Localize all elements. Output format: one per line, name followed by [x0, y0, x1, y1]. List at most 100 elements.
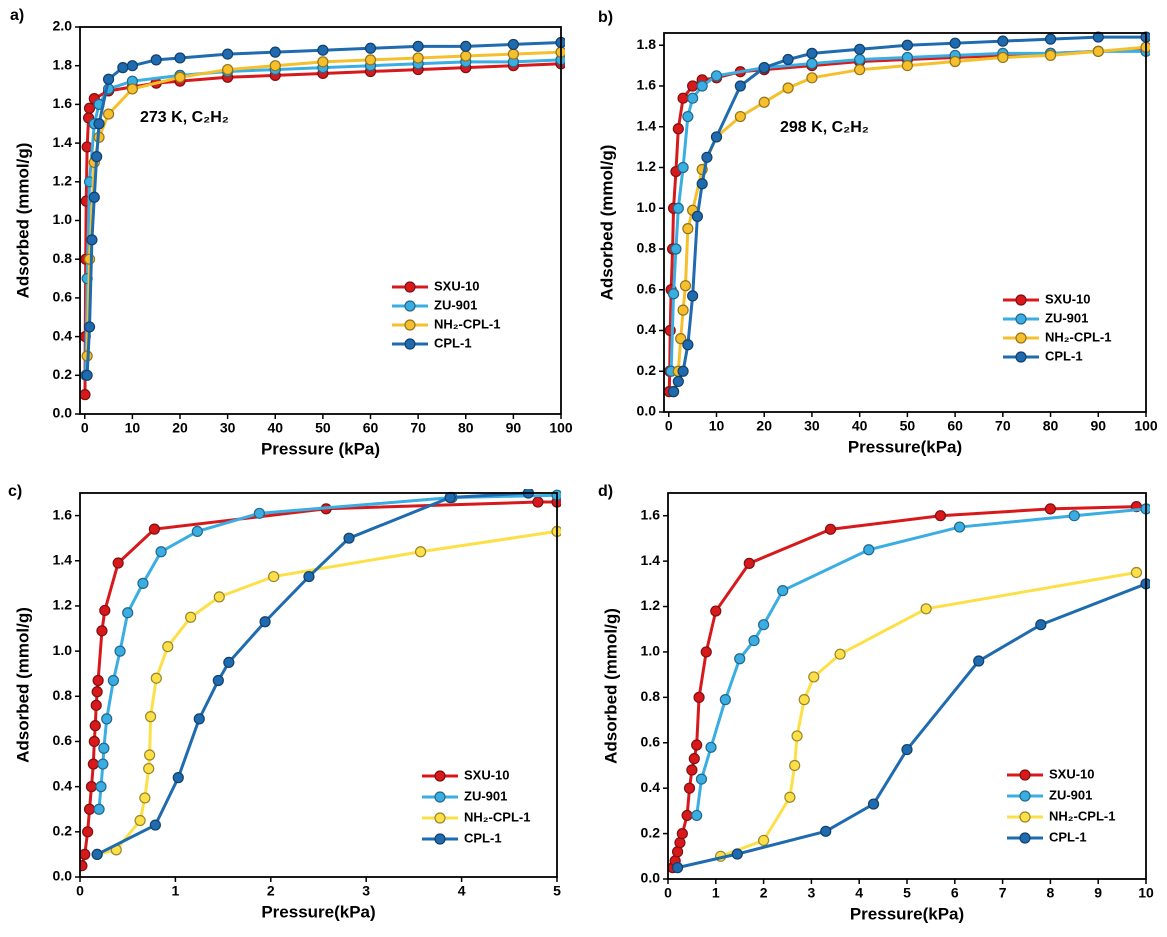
data-point	[806, 47, 818, 59]
x-axis-label: Pressure(kPa)	[848, 437, 962, 456]
data-point	[672, 375, 684, 388]
data-point	[670, 243, 682, 255]
y-axis-label: Adsorbed (mmol/g)	[597, 145, 616, 301]
data-point	[687, 290, 699, 302]
data-point	[777, 585, 789, 597]
data-point	[96, 625, 108, 637]
x-tick-label: 30	[220, 420, 236, 436]
data-point	[854, 53, 866, 66]
series-line	[720, 570, 1137, 858]
y-tick-label: 0.4	[53, 777, 73, 793]
data-point	[83, 253, 96, 265]
legend-label: ZU-901	[1049, 787, 1092, 802]
y-tick-label: 0.0	[641, 870, 661, 886]
legend-marker	[404, 319, 416, 331]
data-point	[102, 73, 115, 85]
y-tick-label: 0.4	[641, 779, 661, 795]
legend-marker	[1015, 351, 1027, 363]
data-point	[212, 674, 224, 687]
y-tick-label: 0.8	[53, 250, 73, 266]
data-point	[172, 772, 184, 784]
data-point	[731, 848, 743, 860]
y-tick-label: 1.0	[53, 642, 73, 658]
data-point	[174, 52, 186, 64]
data-point	[748, 634, 760, 647]
data-point	[782, 53, 794, 66]
legend-label: CPL-1	[464, 830, 502, 845]
x-axis-label: Pressure(kPa)	[261, 902, 375, 921]
x-tick-label: 60	[363, 420, 379, 436]
x-tick-label: 8	[1047, 885, 1055, 901]
y-tick-label: 0.0	[53, 405, 73, 421]
y-axis-label: Adsorbed (mmol/g)	[13, 607, 32, 763]
data-point	[734, 80, 746, 92]
x-tick-label: 10	[125, 420, 141, 436]
x-tick-label: 90	[506, 420, 522, 436]
data-point	[934, 510, 947, 522]
data-point	[191, 525, 203, 538]
legend-marker	[1019, 790, 1031, 802]
data-point	[444, 491, 456, 504]
y-tick-label: 0.6	[53, 732, 73, 748]
data-point	[144, 711, 157, 723]
data-point	[155, 546, 167, 558]
legend-marker	[434, 791, 446, 803]
x-tick-label: 5	[553, 883, 561, 899]
data-point	[997, 35, 1009, 47]
data-point	[91, 151, 103, 163]
y-tick-label: 0.8	[53, 687, 73, 703]
data-point	[137, 577, 149, 589]
legend-marker	[1019, 832, 1031, 844]
data-point	[507, 38, 519, 51]
legend-label: NH₂-CPL-1	[464, 809, 530, 824]
legend-label: CPL-1	[434, 335, 472, 350]
x-tick-label: 1	[712, 885, 720, 901]
y-tick-label: 0.0	[637, 403, 657, 419]
y-tick-label: 1.4	[53, 551, 73, 567]
data-point	[920, 603, 932, 615]
data-point	[901, 743, 913, 756]
legend-marker	[434, 812, 446, 824]
plot-frame	[79, 492, 558, 878]
x-tick-label: 2	[760, 885, 768, 901]
data-point	[185, 611, 197, 623]
legend-marker	[1019, 811, 1031, 823]
panel-label: a)	[10, 7, 24, 24]
x-tick-label: 80	[1043, 418, 1059, 434]
data-point	[126, 83, 138, 95]
legend-marker	[1015, 332, 1027, 344]
data-point	[674, 837, 686, 849]
legend-label: SXU-10	[1049, 766, 1095, 781]
y-tick-label: 0.2	[53, 366, 73, 382]
data-point	[901, 39, 913, 51]
data-point	[710, 70, 723, 82]
x-tick-label: 50	[900, 418, 916, 434]
data-point	[824, 523, 837, 535]
data-point	[701, 151, 713, 163]
panel: b) 0 10 20 30 40 50 60 70 80 90 100 0.0 0.2 0.4 0.6 0.8 1…	[597, 9, 1157, 456]
x-tick-label: 20	[756, 418, 772, 434]
data-point	[107, 674, 119, 687]
data-point	[667, 288, 680, 300]
data-point	[1068, 510, 1080, 522]
y-tick-label: 0.4	[53, 327, 73, 343]
data-point	[683, 782, 696, 794]
plot-frame	[79, 26, 562, 415]
x-tick-label: 6	[951, 885, 959, 901]
y-axis-label: Adsorbed (mmol/g)	[13, 143, 32, 299]
data-point	[150, 54, 162, 66]
data-point	[973, 655, 985, 667]
y-tick-label: 1.2	[53, 597, 73, 613]
data-point	[672, 123, 684, 135]
legend-label: ZU-901	[1045, 310, 1088, 325]
data-point	[99, 604, 111, 617]
data-point	[901, 60, 913, 72]
x-tick-label: 0	[665, 418, 673, 434]
x-tick-label: 60	[947, 418, 963, 434]
y-tick-label: 0.6	[53, 289, 73, 305]
data-point	[677, 365, 689, 377]
legend-label: CPL-1	[1049, 829, 1087, 844]
data-point	[364, 42, 377, 54]
y-tick-label: 1.2	[637, 158, 657, 174]
